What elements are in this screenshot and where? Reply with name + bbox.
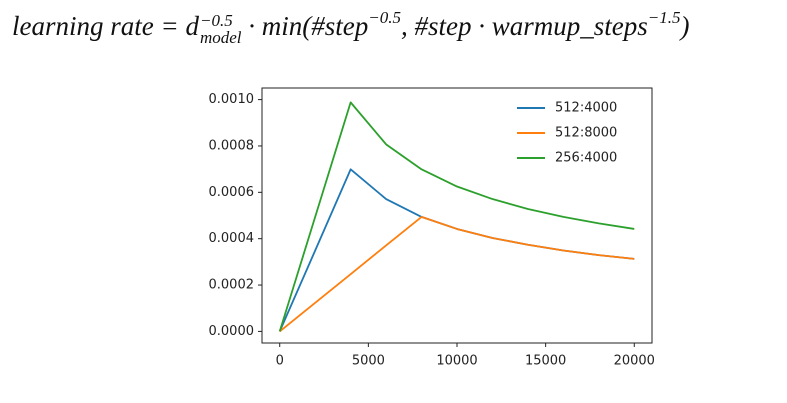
formula-text: ) — [680, 11, 690, 41]
y-tick-label: 0.0008 — [209, 138, 255, 153]
formula-sup: −0.5 — [199, 10, 233, 30]
formula-script: −0.5 model — [200, 12, 242, 46]
formula-text: learning rate = d — [12, 11, 199, 41]
y-tick-label: 0.0002 — [209, 278, 255, 293]
legend-label: 256:4000 — [555, 151, 617, 166]
formula-sup: −1.5 — [647, 8, 681, 27]
x-tick-label: 15000 — [525, 354, 566, 369]
x-tick-label: 0 — [276, 354, 284, 369]
y-tick-label: 0.0010 — [209, 92, 255, 107]
formula-sub: model — [199, 27, 242, 47]
x-tick-label: 5000 — [352, 354, 385, 369]
x-tick-label: 10000 — [436, 354, 477, 369]
line-series — [278, 101, 635, 332]
formula-sup: −0.5 — [368, 8, 401, 27]
line-series — [278, 168, 635, 332]
y-tick-label: 0.0000 — [209, 324, 255, 339]
y-tick-label: 0.0004 — [209, 231, 255, 246]
y-tick-label: 0.0006 — [209, 185, 255, 200]
formula-text: · min(#step — [241, 11, 369, 41]
formula-title: learning rate = d −0.5 model · min(#step−0… — [12, 8, 689, 46]
legend-label: 512:8000 — [555, 126, 617, 141]
formula-text: , #step · warmup_steps — [400, 11, 648, 41]
line-series — [279, 215, 635, 333]
legend-label: 512:4000 — [555, 101, 617, 116]
x-tick-label: 20000 — [614, 354, 655, 369]
